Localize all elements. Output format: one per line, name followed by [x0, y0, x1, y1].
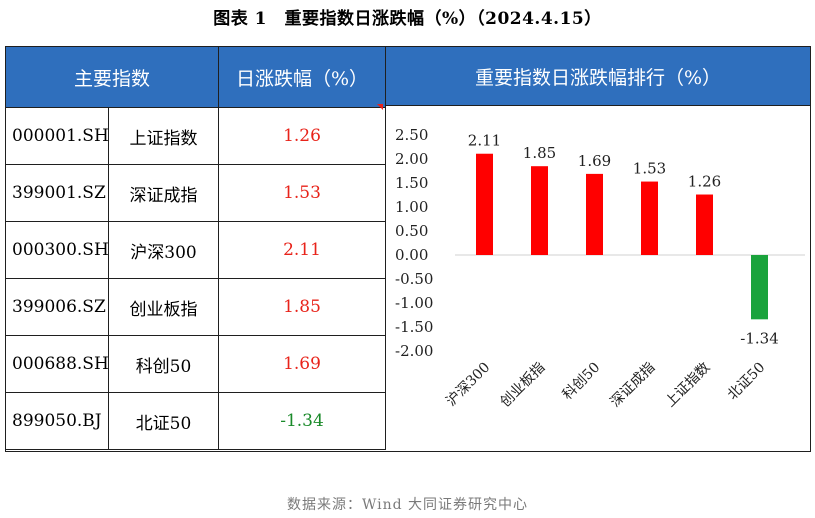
x-tick-label: 上证指数 — [662, 360, 713, 411]
index-table: 主要指数 日涨跌幅（%） 000001.SH 上证指数 1.26 399001.SZ 深… — [4, 46, 387, 450]
source-note: 数据来源：Wind 大同证券研究中心 — [286, 497, 529, 513]
y-tick-label: 0.50 — [395, 222, 428, 240]
index-code: 000300.SH — [5, 221, 109, 279]
bar — [641, 181, 658, 255]
bar — [531, 166, 548, 255]
index-code: 000688.SH — [5, 335, 109, 393]
index-name: 北证50 — [107, 392, 220, 450]
data-label: 2.11 — [468, 132, 501, 150]
index-change: 1.53 — [218, 164, 387, 222]
cell-marker — [377, 104, 383, 110]
data-label: 1.85 — [523, 144, 556, 162]
bar — [586, 173, 603, 255]
table-header-row: 主要指数 日涨跌幅（%） — [4, 46, 387, 108]
table-row: 399001.SZ 深证成指 1.53 — [5, 164, 387, 222]
x-tick-label: 科创50 — [560, 360, 604, 404]
index-name: 创业板指 — [107, 278, 220, 336]
x-tick-label: 沪深300 — [443, 360, 493, 410]
y-tick-label: 1.00 — [395, 198, 428, 216]
y-tick-label: 2.50 — [395, 126, 428, 144]
data-label: -1.34 — [740, 329, 778, 347]
y-tick-label: 0.00 — [395, 246, 428, 264]
index-change: -1.34 — [218, 392, 387, 450]
table-row: 000001.SH 上证指数 1.26 — [5, 107, 387, 165]
table-row: 399006.SZ 创业板指 1.85 — [5, 278, 387, 336]
x-tick-label: 深证成指 — [607, 360, 658, 411]
data-label: 1.53 — [633, 160, 666, 178]
index-change: 1.26 — [218, 107, 387, 165]
y-tick-label: 2.00 — [395, 150, 428, 168]
header-daily-change: 日涨跌幅（%） — [218, 46, 387, 108]
header-index-name: 主要指数 — [4, 46, 220, 108]
table-row: 000300.SH 沪深300 2.11 — [5, 221, 387, 279]
x-tick-label: 创业板指 — [497, 360, 548, 411]
y-tick-label: -0.50 — [395, 270, 433, 288]
index-code: 899050.BJ — [5, 392, 109, 450]
index-name: 上证指数 — [107, 107, 220, 165]
index-change: 1.85 — [218, 278, 387, 336]
bar — [751, 255, 768, 320]
bar — [476, 153, 493, 255]
index-name: 科创50 — [107, 335, 220, 393]
data-label: 1.69 — [578, 152, 611, 170]
index-change: 2.11 — [218, 221, 387, 279]
y-tick-label: -1.00 — [395, 294, 433, 312]
index-change: 1.69 — [218, 335, 387, 393]
data-label: 1.26 — [688, 173, 721, 191]
index-name: 深证成指 — [107, 164, 220, 222]
y-tick-label: -1.50 — [395, 318, 433, 336]
index-code: 000001.SH — [5, 107, 109, 165]
bar-chart: 2.50 2.00 1.50 1.00 0.50 0.00 -0.50 -1.00 -1.50 -… — [395, 126, 805, 411]
index-code: 399006.SZ — [5, 278, 109, 336]
index-code: 399001.SZ — [5, 164, 109, 222]
table-row: 000688.SH 科创50 1.69 — [5, 335, 387, 393]
figure-title: 图表 1 重要指数日涨跌幅（%）（2024.4.15） — [213, 9, 602, 29]
bar — [696, 194, 713, 255]
index-name: 沪深300 — [107, 221, 220, 279]
y-tick-label: 1.50 — [395, 174, 428, 192]
y-tick-label: -2.00 — [395, 342, 433, 360]
table-row: 899050.BJ 北证50 -1.34 — [5, 392, 387, 450]
chart-header: 重要指数日涨跌幅排行（%） — [385, 47, 810, 106]
x-tick-label: 北证50 — [725, 360, 769, 404]
